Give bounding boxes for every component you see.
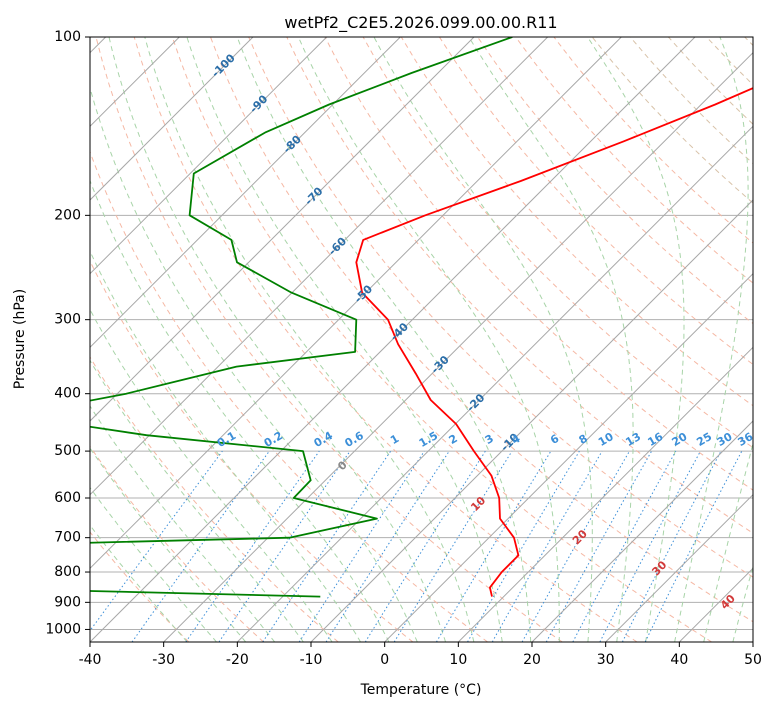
x-tick-label: -30: [152, 652, 175, 668]
x-tick-label: 20: [523, 652, 541, 668]
x-tick-label: 40: [670, 652, 688, 668]
y-tick-label: 900: [54, 594, 81, 610]
y-tick-label: 100: [54, 29, 81, 45]
y-tick-label: 300: [54, 312, 81, 328]
y-tick-label: 1000: [45, 621, 81, 637]
y-tick-label: 200: [54, 207, 81, 223]
y-tick-label: 600: [54, 490, 81, 506]
y-tick-label: 700: [54, 530, 81, 546]
chart-title: wetPf2_C2E5.2026.099.00.00.R11: [284, 13, 557, 33]
x-tick-label: 50: [744, 652, 762, 668]
x-axis-label: Temperature (°C): [360, 682, 482, 698]
x-tick-label: 30: [597, 652, 615, 668]
y-tick-label: 400: [54, 386, 81, 402]
y-tick-label: 500: [54, 443, 81, 459]
x-tick-label: -40: [79, 652, 102, 668]
x-tick-label: 0: [380, 652, 389, 668]
y-axis-label: Pressure (hPa): [12, 289, 28, 389]
x-tick-label: -20: [226, 652, 249, 668]
y-tick-label: 800: [54, 564, 81, 580]
x-tick-label: 10: [449, 652, 467, 668]
x-tick-label: -10: [300, 652, 323, 668]
